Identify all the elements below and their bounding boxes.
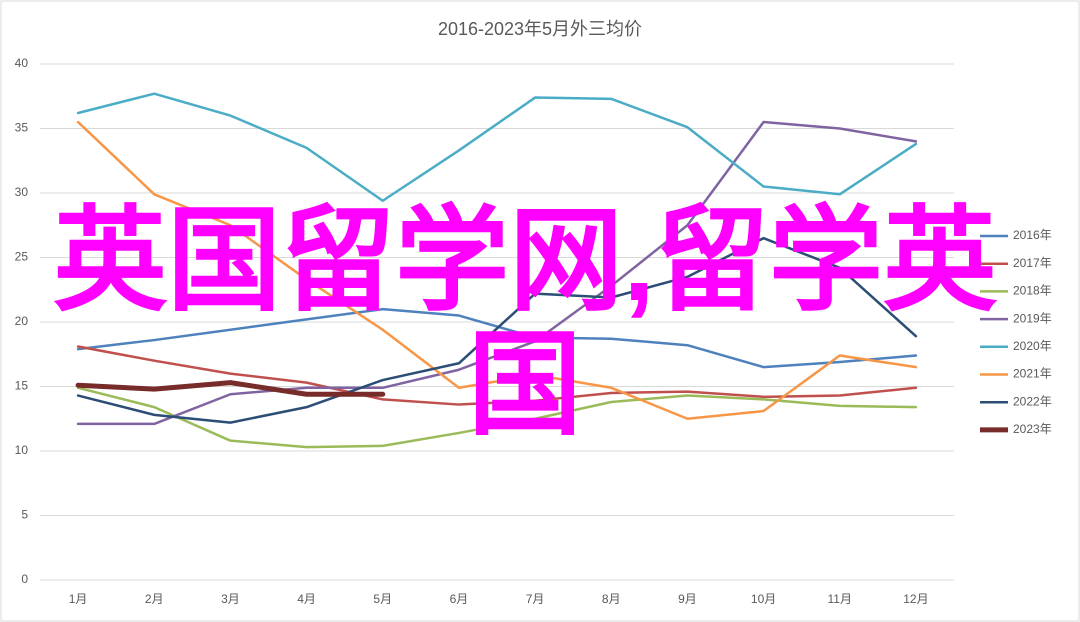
y-tick-label: 40 xyxy=(15,56,29,70)
chart-title: 2016-2023年5月外三均价 xyxy=(438,19,642,39)
series-line xyxy=(76,345,918,406)
x-tick-label: 2月 xyxy=(145,592,164,606)
x-tick-label: 6月 xyxy=(450,592,469,606)
x-tick-label: 11月 xyxy=(828,592,852,606)
series-line xyxy=(75,380,386,397)
x-tick-label: 10月 xyxy=(751,592,776,606)
y-tick-label: 5 xyxy=(21,508,28,522)
legend-label: 2023年 xyxy=(1013,422,1052,436)
legend-label: 2020年 xyxy=(1013,339,1052,353)
y-tick-label: 25 xyxy=(15,250,29,264)
overlay-annotation: 英国留学网,留学英国 xyxy=(53,198,997,449)
x-tick-label: 1月 xyxy=(69,592,88,606)
x-tick-label: 4月 xyxy=(297,592,316,606)
series-line xyxy=(76,307,918,369)
series-line xyxy=(76,120,918,420)
series-line xyxy=(76,92,918,202)
legend-label: 2022年 xyxy=(1013,394,1052,408)
x-tick-label: 12月 xyxy=(903,592,928,606)
legend-label: 2017年 xyxy=(1013,256,1052,270)
y-tick-label: 20 xyxy=(15,314,29,328)
y-tick-label: 0 xyxy=(21,572,28,586)
y-tick-label: 10 xyxy=(15,443,29,457)
y-tick-label: 30 xyxy=(15,185,29,199)
y-tick-label: 35 xyxy=(15,121,29,135)
legend-label: 2021年 xyxy=(1013,367,1052,381)
legend-label: 2019年 xyxy=(1013,311,1052,325)
series-line xyxy=(76,236,918,424)
series-line xyxy=(76,120,918,426)
y-tick-label: 15 xyxy=(15,379,29,393)
x-tick-label: 8月 xyxy=(602,592,621,606)
x-tick-label: 3月 xyxy=(221,592,240,606)
legend-label: 2016年 xyxy=(1013,228,1052,242)
x-tick-label: 7月 xyxy=(526,592,545,606)
x-tick-label: 5月 xyxy=(373,592,392,606)
x-tick-label: 9月 xyxy=(678,592,697,606)
legend-label: 2018年 xyxy=(1013,284,1052,298)
